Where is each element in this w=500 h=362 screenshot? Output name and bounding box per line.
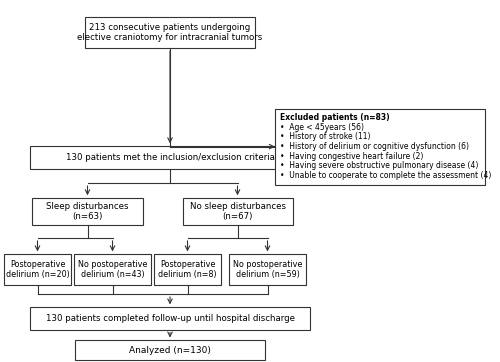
FancyBboxPatch shape	[182, 198, 292, 225]
Text: Postoperative
delirium (n=8): Postoperative delirium (n=8)	[158, 260, 217, 279]
FancyBboxPatch shape	[32, 198, 142, 225]
FancyBboxPatch shape	[154, 254, 221, 285]
FancyBboxPatch shape	[85, 17, 255, 48]
Text: 130 patients completed follow-up until hospital discharge: 130 patients completed follow-up until h…	[46, 314, 294, 323]
Text: Postoperative
delirium (n=20): Postoperative delirium (n=20)	[6, 260, 70, 279]
FancyBboxPatch shape	[4, 254, 71, 285]
Text: •  History of stroke (11): • History of stroke (11)	[280, 132, 370, 142]
FancyBboxPatch shape	[229, 254, 306, 285]
Text: 213 consecutive patients undergoing
elective craniotomy for intracranial tumors: 213 consecutive patients undergoing elec…	[78, 23, 262, 42]
Text: No postoperative
delirium (n=59): No postoperative delirium (n=59)	[233, 260, 302, 279]
Text: No postoperative
delirium (n=43): No postoperative delirium (n=43)	[78, 260, 147, 279]
Text: Analyzed (n=130): Analyzed (n=130)	[129, 346, 211, 355]
FancyBboxPatch shape	[30, 146, 310, 169]
Text: •  Unable to cooperate to complete the assessment (4): • Unable to cooperate to complete the as…	[280, 171, 492, 180]
Text: •  Having congestive heart failure (2): • Having congestive heart failure (2)	[280, 152, 424, 161]
FancyBboxPatch shape	[30, 307, 310, 330]
Text: Sleep disturbances
(n=63): Sleep disturbances (n=63)	[46, 202, 129, 222]
Text: 130 patients met the inclusion/exclusion criteria: 130 patients met the inclusion/exclusion…	[66, 153, 274, 162]
Text: No sleep disturbances
(n=67): No sleep disturbances (n=67)	[190, 202, 286, 222]
FancyBboxPatch shape	[275, 109, 485, 185]
FancyBboxPatch shape	[75, 340, 265, 361]
Text: •  History of delirium or cognitive dysfunction (6): • History of delirium or cognitive dysfu…	[280, 142, 469, 151]
Text: •  Having severe obstructive pulmonary disease (4): • Having severe obstructive pulmonary di…	[280, 161, 478, 171]
Text: •  Age < 45years (56): • Age < 45years (56)	[280, 123, 364, 132]
FancyBboxPatch shape	[74, 254, 151, 285]
Text: Excluded patients (n=83): Excluded patients (n=83)	[280, 113, 390, 122]
